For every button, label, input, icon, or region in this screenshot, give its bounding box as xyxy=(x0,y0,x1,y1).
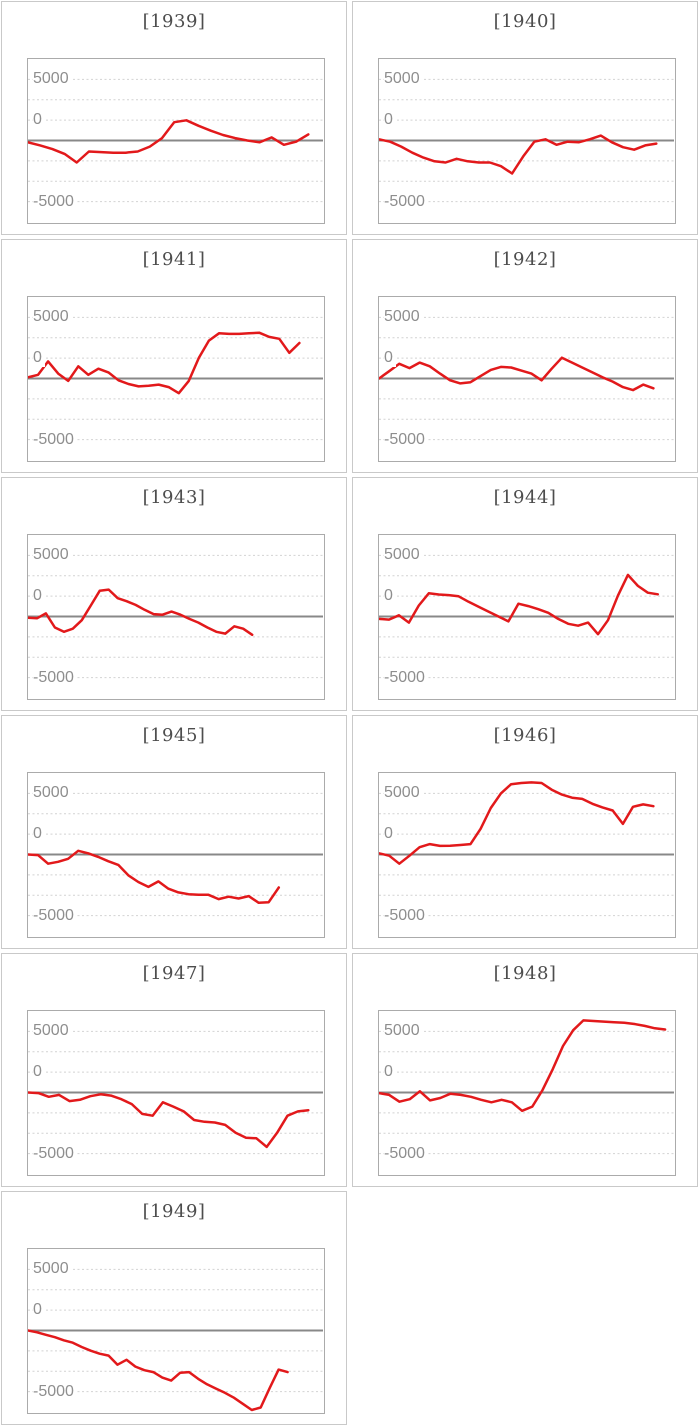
panel-title: [1939] xyxy=(142,11,206,32)
series-line xyxy=(28,331,301,395)
line-chart-1942 xyxy=(379,316,674,441)
series-line xyxy=(379,1019,667,1113)
y-tick-label: 5000 xyxy=(33,546,72,565)
chart-card-1949: [1949] 5000 0 -5000 xyxy=(1,1191,347,1425)
line-chart-1946 xyxy=(379,781,674,917)
y-tick-label: 5000 xyxy=(33,70,72,89)
plot-area: 5000 0 -5000 xyxy=(27,58,325,224)
y-tick-label: 0 xyxy=(33,111,45,130)
series-line xyxy=(28,119,310,164)
chart-card-1939: [1939] 5000 0 -5000 xyxy=(1,1,347,235)
plot-area: 5000 0 -5000 xyxy=(27,534,325,700)
line-chart-1939 xyxy=(28,78,323,203)
chart-card-1945: [1945] 5000 0 -5000 xyxy=(1,715,347,949)
plot-area: 5000 0 -5000 xyxy=(27,772,325,938)
series-line xyxy=(379,781,655,865)
panel-title: [1943] xyxy=(142,487,206,508)
panel-title: [1942] xyxy=(493,249,557,270)
y-tick-label: 5000 xyxy=(33,784,72,803)
y-tick-label: 0 xyxy=(384,825,396,844)
y-tick-label: -5000 xyxy=(33,192,77,211)
series-line xyxy=(28,588,254,637)
panel-title: [1941] xyxy=(142,249,206,270)
y-tick-label: 5000 xyxy=(33,308,72,327)
plot-area: 5000 0 -5000 xyxy=(27,296,325,462)
line-chart-1940 xyxy=(379,78,674,203)
y-tick-label: 0 xyxy=(384,1063,396,1082)
plot-area: 5000 0 -5000 xyxy=(378,296,676,462)
y-tick-label: -5000 xyxy=(384,906,428,925)
chart-card-1944: [1944] 5000 0 -5000 xyxy=(352,477,698,711)
y-tick-label: -5000 xyxy=(384,192,428,211)
chart-card-1947: [1947] 5000 0 -5000 xyxy=(1,953,347,1187)
chart-card-1946: [1946] 5000 0 -5000 xyxy=(352,715,698,949)
y-tick-label: 0 xyxy=(33,349,45,368)
y-tick-label: 5000 xyxy=(33,1260,72,1279)
panel-title: [1944] xyxy=(493,487,557,508)
series-line xyxy=(379,134,658,175)
y-tick-label: 5000 xyxy=(33,1022,72,1041)
series-line xyxy=(379,573,660,636)
line-chart-1941 xyxy=(28,316,323,441)
y-tick-label: 5000 xyxy=(384,308,423,327)
chart-card-1942: [1942] 5000 0 -5000 xyxy=(352,239,698,473)
plot-area: 5000 0 -5000 xyxy=(378,1010,676,1176)
y-tick-label: 5000 xyxy=(384,70,423,89)
plot-area: 5000 0 -5000 xyxy=(27,1248,325,1414)
y-tick-label: 0 xyxy=(33,1301,45,1320)
series-line xyxy=(379,356,655,392)
y-tick-label: 0 xyxy=(384,349,396,368)
series-line xyxy=(28,1091,310,1149)
y-tick-label: -5000 xyxy=(33,668,77,687)
panel-title: [1948] xyxy=(493,963,557,984)
chart-card-1941: [1941] 5000 0 -5000 xyxy=(1,239,347,473)
line-chart-1943 xyxy=(28,554,323,679)
empty-grid-cell xyxy=(352,1191,698,1425)
y-tick-label: 0 xyxy=(33,825,45,844)
y-tick-label: 0 xyxy=(33,1063,45,1082)
chart-card-1940: [1940] 5000 0 -5000 xyxy=(352,1,698,235)
plot-area: 5000 0 -5000 xyxy=(378,58,676,224)
y-tick-label: -5000 xyxy=(33,1144,77,1163)
chart-card-1948: [1948] 5000 0 -5000 xyxy=(352,953,698,1187)
y-tick-label: -5000 xyxy=(33,906,77,925)
series-line xyxy=(28,849,281,905)
y-tick-label: 5000 xyxy=(384,1022,423,1041)
line-chart-1945 xyxy=(28,792,323,917)
y-tick-label: -5000 xyxy=(384,430,428,449)
y-tick-label: -5000 xyxy=(384,668,428,687)
y-tick-label: 0 xyxy=(33,587,45,606)
line-chart-1949 xyxy=(28,1268,323,1412)
y-tick-label: -5000 xyxy=(33,1382,77,1401)
plot-area: 5000 0 -5000 xyxy=(378,534,676,700)
plot-area: 5000 0 -5000 xyxy=(27,1010,325,1176)
panel-title: [1946] xyxy=(493,725,557,746)
panel-title: [1945] xyxy=(142,725,206,746)
y-tick-label: 0 xyxy=(384,587,396,606)
line-chart-1944 xyxy=(379,554,674,679)
y-tick-label: 5000 xyxy=(384,546,423,565)
plot-area: 5000 0 -5000 xyxy=(378,772,676,938)
y-tick-label: 0 xyxy=(384,111,396,130)
line-chart-1947 xyxy=(28,1030,323,1155)
panel-title: [1949] xyxy=(142,1201,206,1222)
panel-title: [1947] xyxy=(142,963,206,984)
panel-title: [1940] xyxy=(493,11,557,32)
chart-card-1943: [1943] 5000 0 -5000 xyxy=(1,477,347,711)
series-line xyxy=(28,1329,289,1412)
y-tick-label: -5000 xyxy=(33,430,77,449)
y-tick-label: -5000 xyxy=(384,1144,428,1163)
y-tick-label: 5000 xyxy=(384,784,423,803)
line-chart-1948 xyxy=(379,1019,674,1155)
